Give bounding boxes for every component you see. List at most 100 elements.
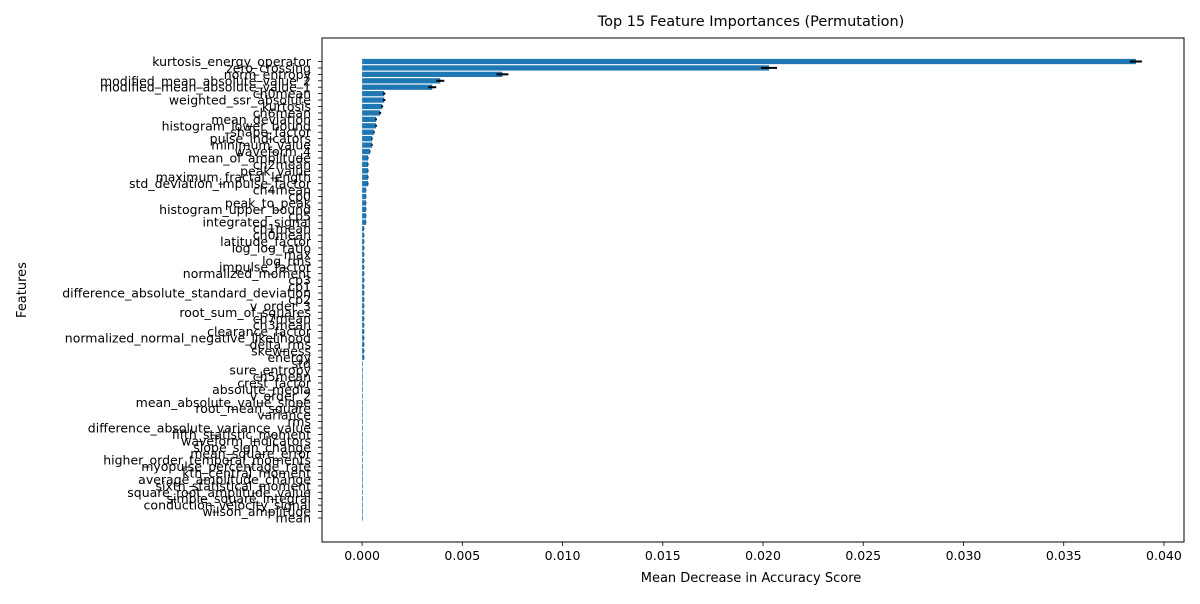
y-tick-label: cp0 — [288, 189, 311, 204]
y-tick-label: ch5mean — [253, 369, 311, 384]
y-tick-label: ch3mean — [253, 318, 311, 333]
y-axis-labels: kurtosis_energy_operatorzero_crossingnor… — [62, 54, 322, 526]
bar — [362, 161, 369, 168]
y-tick-label: waveform_4 — [235, 144, 311, 159]
bar — [362, 354, 365, 360]
bar — [362, 277, 365, 283]
bar — [362, 213, 367, 219]
y-axis-label: Features — [15, 262, 30, 318]
bar — [362, 361, 363, 367]
bar — [362, 219, 367, 225]
y-tick-label: ch6mean — [253, 105, 311, 120]
bar — [362, 283, 365, 290]
bar — [362, 155, 369, 161]
bar — [362, 84, 433, 90]
bar — [362, 251, 365, 258]
bar — [362, 373, 363, 380]
y-tick-label: modified_mean_absolute_value_2 — [100, 73, 311, 88]
bar — [362, 515, 363, 521]
y-tick-label: ch2mean — [253, 157, 311, 172]
y-tick-label: kurtosis_energy_operator — [152, 54, 312, 69]
bar — [362, 123, 377, 129]
bar — [362, 65, 770, 71]
bar — [362, 103, 383, 110]
bar — [362, 470, 363, 476]
y-tick-label: root_sum_of_squares — [179, 305, 311, 320]
y-tick-label: waveform_indicators — [181, 433, 311, 448]
bar — [362, 258, 365, 264]
bar — [362, 406, 363, 412]
y-tick-label: kth_central_moment — [182, 465, 311, 480]
y-tick-label: difference_absolute_variance_value — [88, 420, 312, 435]
y-tick-label: conduction_velocity_signal — [144, 498, 311, 513]
y-tick-label: mean_square_error — [190, 446, 312, 461]
y-tick-label: std — [292, 356, 311, 371]
bar — [362, 451, 363, 457]
y-tick-label: rms — [287, 414, 311, 429]
y-tick-label: square_root_amplitude_value — [127, 485, 311, 500]
y-tick-label: average_amplitude_change — [138, 472, 311, 487]
bar — [362, 200, 367, 206]
bar — [362, 309, 365, 315]
y-tick-label: normalized_normal_negative_likelihood — [65, 330, 311, 345]
bar — [362, 264, 365, 270]
bar — [362, 463, 363, 470]
y-tick-label: peak_to_peak — [225, 195, 312, 210]
plot-frame — [321, 37, 1185, 543]
bar — [362, 380, 363, 386]
bar — [362, 58, 1136, 65]
y-tick-label: pulse_indicators — [210, 131, 311, 146]
bar — [362, 316, 365, 322]
bar — [362, 271, 365, 277]
y-tick-label: log_rms — [262, 253, 311, 268]
y-tick-label: mean_absolute_value_slope — [136, 395, 312, 410]
x-tick-label: 0.005 — [444, 548, 480, 563]
y-tick-label: mean_of_amplitude — [188, 150, 311, 165]
y-tick-label: skewness — [251, 343, 311, 358]
y-tick-label: ch7mean — [253, 311, 311, 326]
y-tick-label: modified_mean_absolute_value_1 — [100, 80, 311, 95]
y-tick-label: kurtosis — [262, 99, 311, 114]
y-tick-label: weighted_ssr_absolute — [169, 93, 311, 108]
y-tick-label: fifth_statistic_moment — [172, 427, 311, 442]
y-tick-label: histogram_upper_bound — [159, 202, 311, 217]
bar — [362, 232, 365, 238]
y-tick-label: difference_absolute_standard_deviation — [62, 285, 311, 300]
x-tick-label: 0.035 — [1046, 548, 1082, 563]
bar — [362, 78, 441, 84]
bar — [362, 97, 385, 103]
bar — [362, 238, 365, 245]
x-axis-label: Mean Decrease in Accuracy Score — [641, 571, 862, 586]
y-tick-label: v_order_3 — [250, 298, 311, 313]
y-tick-label: cp1 — [288, 279, 311, 294]
y-tick-label: root_mean_square — [195, 401, 311, 416]
y-tick-label: sixth_statistical_moment — [155, 478, 311, 493]
bar — [362, 393, 363, 399]
y-tick-label: cp5 — [288, 208, 311, 223]
y-tick-label: integrated_signal — [203, 215, 311, 230]
y-tick-label: higher_order_temporal_moments — [103, 453, 311, 468]
bar — [362, 418, 363, 425]
error-bars-layer — [363, 60, 1142, 359]
y-tick-label: wilson_amplitude — [202, 504, 311, 519]
y-tick-label: clearance_factor — [207, 324, 312, 339]
chart-title: Top 15 Feature Importances (Permutation) — [597, 14, 905, 30]
y-tick-label: absolute_media — [212, 382, 311, 397]
y-tick-label: cp3 — [288, 273, 311, 288]
y-tick-label: slope_sign_change — [193, 440, 311, 455]
bar — [362, 303, 365, 309]
y-tick-label: simple_square_integral — [166, 491, 311, 506]
bar — [362, 444, 363, 450]
bar — [362, 129, 375, 135]
x-tick-label: 0.010 — [545, 548, 581, 563]
bar — [362, 476, 363, 483]
bar — [362, 328, 365, 335]
bar — [362, 148, 371, 155]
y-tick-label: norm_entropy — [224, 67, 312, 82]
y-tick-label: ch1mean — [253, 221, 311, 236]
bar — [362, 412, 363, 418]
bar — [362, 136, 373, 142]
y-tick-label: mean_deviation — [211, 112, 311, 127]
x-tick-label: 0.040 — [1146, 548, 1182, 563]
y-tick-label: ch0mean — [253, 86, 311, 101]
